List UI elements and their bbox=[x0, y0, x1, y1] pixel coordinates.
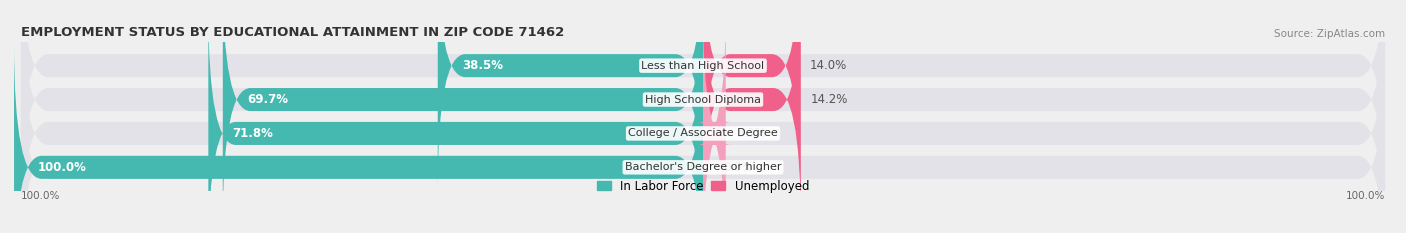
Text: EMPLOYMENT STATUS BY EDUCATIONAL ATTAINMENT IN ZIP CODE 71462: EMPLOYMENT STATUS BY EDUCATIONAL ATTAINM… bbox=[21, 26, 564, 39]
Legend: In Labor Force, Unemployed: In Labor Force, Unemployed bbox=[598, 180, 808, 193]
Text: Less than High School: Less than High School bbox=[641, 61, 765, 71]
FancyBboxPatch shape bbox=[703, 0, 800, 190]
Text: Bachelor's Degree or higher: Bachelor's Degree or higher bbox=[624, 162, 782, 172]
Text: Source: ZipAtlas.com: Source: ZipAtlas.com bbox=[1274, 29, 1385, 39]
Text: 3.3%: 3.3% bbox=[737, 127, 766, 140]
FancyBboxPatch shape bbox=[14, 43, 703, 233]
Text: 69.7%: 69.7% bbox=[247, 93, 288, 106]
Text: 14.2%: 14.2% bbox=[811, 93, 849, 106]
FancyBboxPatch shape bbox=[21, 0, 1385, 190]
Text: College / Associate Degree: College / Associate Degree bbox=[628, 128, 778, 138]
FancyBboxPatch shape bbox=[21, 9, 1385, 233]
Text: High School Diploma: High School Diploma bbox=[645, 95, 761, 105]
Text: 71.8%: 71.8% bbox=[232, 127, 273, 140]
FancyBboxPatch shape bbox=[437, 0, 703, 190]
Text: 0.0%: 0.0% bbox=[724, 161, 754, 174]
FancyBboxPatch shape bbox=[699, 9, 731, 233]
Text: 100.0%: 100.0% bbox=[1346, 191, 1385, 201]
FancyBboxPatch shape bbox=[21, 0, 1385, 224]
FancyBboxPatch shape bbox=[703, 0, 801, 224]
Text: 100.0%: 100.0% bbox=[21, 191, 60, 201]
Text: 100.0%: 100.0% bbox=[38, 161, 87, 174]
FancyBboxPatch shape bbox=[208, 9, 703, 233]
FancyBboxPatch shape bbox=[21, 43, 1385, 233]
FancyBboxPatch shape bbox=[222, 0, 703, 224]
Text: 14.0%: 14.0% bbox=[810, 59, 846, 72]
Text: 38.5%: 38.5% bbox=[461, 59, 503, 72]
